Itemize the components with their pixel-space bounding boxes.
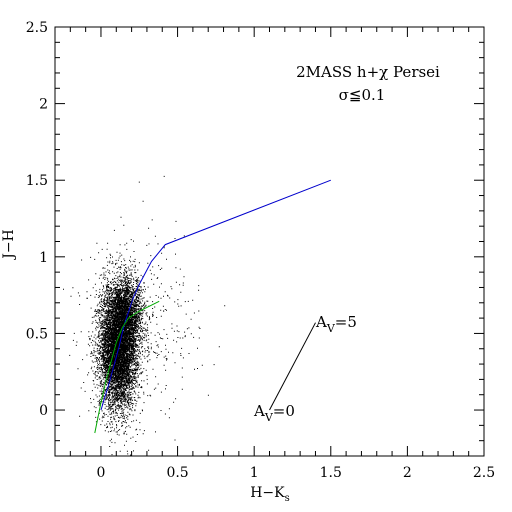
- y-tick-label: 0: [39, 403, 48, 419]
- series-line-2: [269, 322, 316, 411]
- av5-base: A: [315, 313, 327, 331]
- x-axis-title-base: H−K: [250, 485, 285, 501]
- x-tick-label: 0.5: [166, 465, 188, 481]
- x-axis-title: H−Ks: [250, 485, 290, 504]
- scatter-cloud: [63, 175, 226, 456]
- av0-sub: V: [264, 411, 274, 424]
- x-tick-label: 1: [250, 465, 259, 481]
- av0-base: A: [253, 402, 265, 420]
- av5-rest: =5: [335, 313, 357, 331]
- scatter-points: [63, 175, 226, 456]
- x-tick-label: 2.5: [473, 465, 495, 481]
- av0-rest: =0: [273, 402, 295, 420]
- y-tick-label: 2.5: [26, 20, 48, 36]
- x-tick-label: 2: [403, 465, 412, 481]
- y-tick-label: 1: [39, 250, 48, 266]
- av0-label: AV=0: [253, 402, 295, 424]
- av5-label: AV=5: [315, 313, 357, 335]
- axis-ticks: [54, 26, 485, 457]
- x-tick-label: 1.5: [320, 465, 342, 481]
- x-axis-title-sub: s: [285, 493, 290, 504]
- y-tick-label: 0.5: [26, 326, 48, 342]
- y-tick-label: 2: [39, 97, 48, 113]
- tick-labels: 0 0.5 1 1.5 2 2.5 0 0.5 1 1.5 2 2.5: [26, 20, 495, 481]
- y-tick-label: 1.5: [26, 173, 48, 189]
- x-tick-label: 0: [97, 465, 106, 481]
- series-line-0: [100, 179, 331, 411]
- av5-sub: V: [326, 322, 336, 335]
- plot-frame: [54, 26, 485, 457]
- series-lines: [94, 179, 331, 434]
- y-axis-title: J−H: [1, 229, 17, 261]
- series-line-1: [94, 300, 160, 434]
- annotation-line-1: 2MASS h+χ Persei: [296, 63, 440, 81]
- annotation-line-2: σ≦0.1: [339, 86, 386, 104]
